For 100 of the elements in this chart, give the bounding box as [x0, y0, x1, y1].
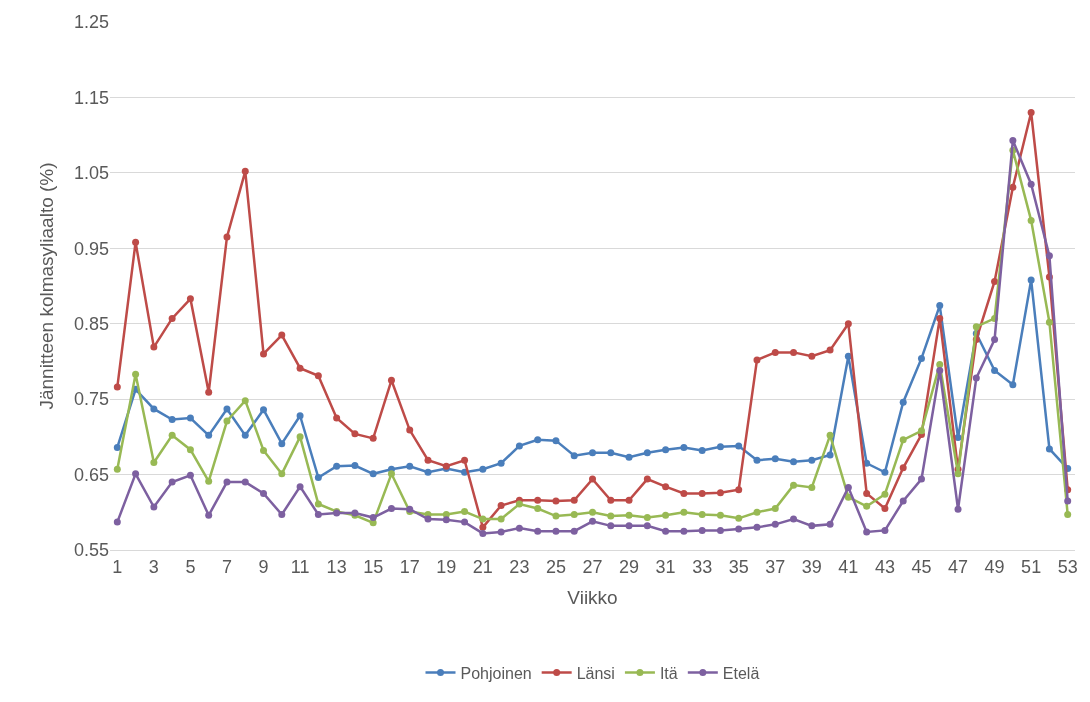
- point: [662, 511, 670, 519]
- point: [753, 508, 761, 516]
- legend-label: Etelä: [722, 664, 760, 682]
- point: [1027, 180, 1035, 188]
- point: [917, 427, 925, 435]
- point: [881, 505, 889, 513]
- point: [260, 406, 268, 414]
- x-tick-label: 49: [984, 556, 1005, 577]
- point: [826, 346, 834, 354]
- point: [1027, 109, 1035, 117]
- legend-label: Itä: [659, 664, 678, 682]
- point: [716, 511, 724, 519]
- point: [442, 516, 450, 524]
- point: [132, 238, 140, 246]
- point: [351, 430, 359, 438]
- point: [917, 354, 925, 362]
- point: [113, 465, 121, 473]
- point: [826, 520, 834, 528]
- point: [808, 352, 816, 360]
- point: [680, 489, 688, 497]
- point: [972, 323, 980, 331]
- point: [534, 436, 542, 444]
- y-tick-label: 1.15: [73, 87, 109, 108]
- point: [1045, 252, 1053, 260]
- point: [461, 508, 469, 516]
- point: [570, 527, 578, 535]
- x-tick-label: 19: [436, 556, 457, 577]
- point: [168, 478, 176, 486]
- point: [314, 372, 322, 380]
- point: [790, 348, 798, 356]
- point: [899, 464, 907, 472]
- point: [333, 414, 341, 422]
- x-tick-label: 1: [112, 556, 123, 577]
- point: [735, 514, 743, 522]
- point: [607, 449, 615, 457]
- point: [241, 431, 249, 439]
- x-tick-label: 7: [221, 556, 232, 577]
- y-tick-label: 0.95: [73, 238, 109, 259]
- point: [863, 489, 871, 497]
- x-tick-label: 27: [582, 556, 603, 577]
- point: [113, 443, 121, 451]
- x-tick-label: 9: [258, 556, 269, 577]
- point: [771, 455, 779, 463]
- point: [241, 478, 249, 486]
- x-tick-label: 11: [290, 556, 310, 577]
- point: [223, 417, 231, 425]
- point: [387, 376, 395, 384]
- point: [241, 397, 249, 405]
- point: [735, 442, 743, 450]
- point: [991, 336, 999, 344]
- point: [863, 502, 871, 510]
- point: [662, 483, 670, 491]
- point: [479, 515, 487, 523]
- x-tick-label: 13: [326, 556, 347, 577]
- point: [205, 511, 213, 519]
- point: [223, 478, 231, 486]
- point: [186, 414, 194, 422]
- point: [589, 517, 596, 525]
- point: [790, 481, 798, 489]
- point: [1045, 445, 1053, 453]
- point: [826, 431, 834, 439]
- legend-label: Pohjoinen: [460, 664, 532, 682]
- point: [936, 314, 944, 322]
- point: [534, 505, 542, 513]
- point: [369, 434, 377, 442]
- point: [369, 514, 377, 522]
- point: [899, 436, 907, 444]
- point: [936, 366, 944, 374]
- point: [497, 459, 505, 467]
- point: [625, 496, 633, 504]
- point: [863, 528, 871, 536]
- point: [680, 527, 688, 535]
- point: [132, 370, 140, 378]
- point: [351, 462, 359, 470]
- point: [790, 515, 798, 523]
- x-tick-label: 33: [692, 556, 713, 577]
- point: [570, 511, 578, 519]
- point: [387, 505, 395, 513]
- point: [479, 529, 487, 537]
- y-tick-label: 1.05: [73, 163, 109, 184]
- point: [589, 449, 596, 457]
- point: [515, 500, 523, 508]
- point: [680, 443, 688, 451]
- point: [735, 525, 743, 533]
- x-tick-label: 3: [148, 556, 159, 577]
- point: [497, 515, 505, 523]
- point: [205, 388, 213, 396]
- point: [662, 446, 670, 454]
- x-tick-label: 47: [948, 556, 969, 577]
- x-tick-label: 37: [765, 556, 786, 577]
- point: [205, 431, 213, 439]
- x-tick-label: 15: [363, 556, 384, 577]
- point: [826, 451, 834, 459]
- point: [753, 356, 761, 364]
- point: [881, 490, 889, 498]
- point: [808, 483, 816, 491]
- point: [735, 486, 743, 494]
- x-axis-title: Viikko: [567, 587, 618, 609]
- y-tick-label: 0.75: [73, 389, 109, 410]
- point: [716, 489, 724, 497]
